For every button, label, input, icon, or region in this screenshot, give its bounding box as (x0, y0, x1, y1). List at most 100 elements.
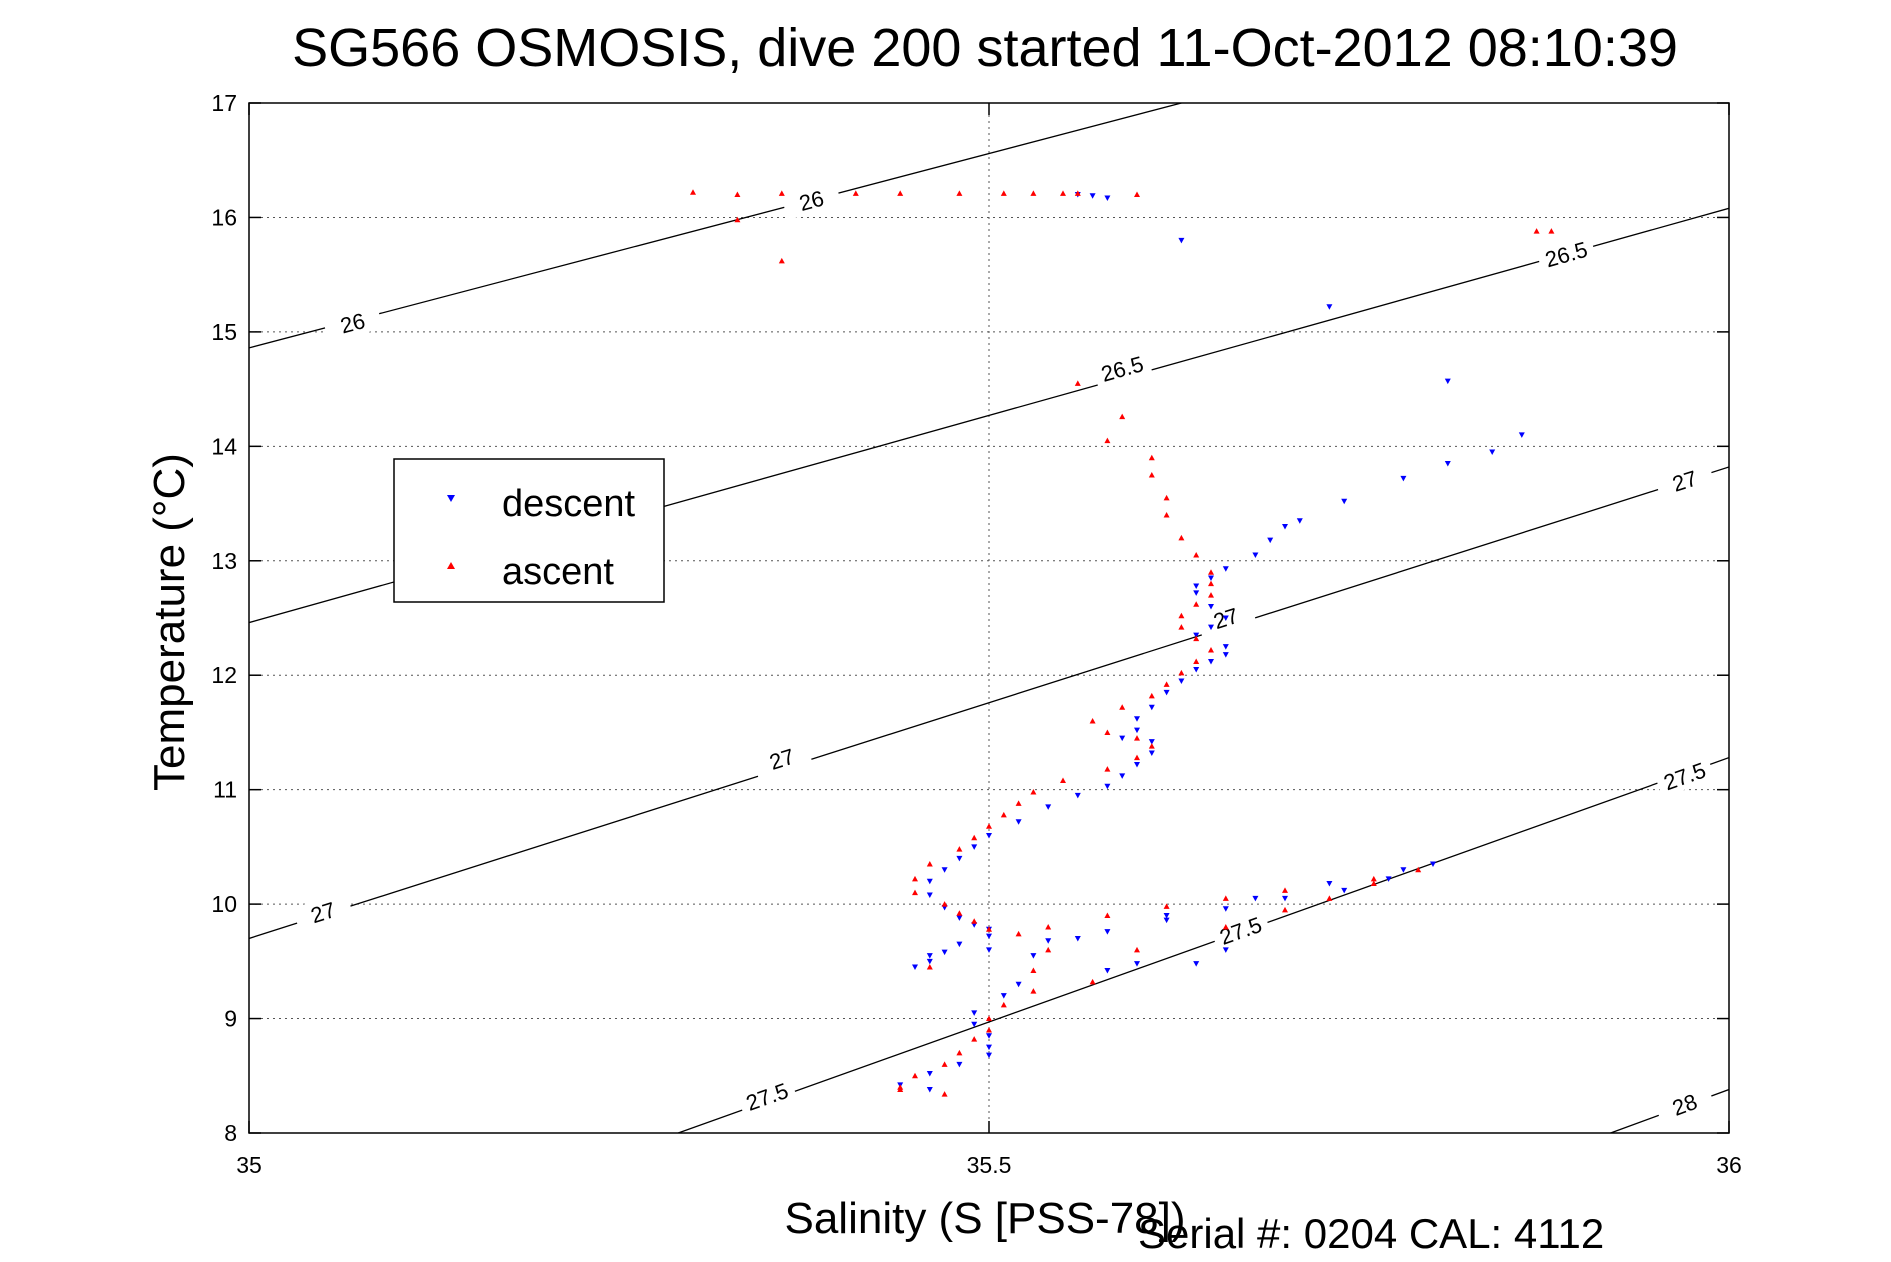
ascent-point (1000, 1001, 1007, 1008)
ascent-point (1208, 569, 1214, 575)
descent-point (1074, 792, 1081, 799)
descent-point (986, 933, 992, 940)
ascent-point (1282, 906, 1288, 913)
descent-series (897, 192, 1525, 1093)
ascent-point (1208, 580, 1214, 587)
descent-point (912, 964, 918, 971)
descent-point (926, 892, 933, 898)
ascent-point (1015, 800, 1022, 806)
ascent-point (1178, 534, 1185, 541)
density-contour-line (249, 103, 1182, 349)
descent-point (1222, 906, 1229, 912)
descent-point (1326, 304, 1333, 310)
ascent-point (852, 190, 859, 196)
descent-point (1385, 876, 1392, 882)
ascent-point (986, 823, 992, 829)
descent-point (1104, 783, 1111, 790)
ascent-point (1193, 658, 1200, 664)
descent-point (1134, 727, 1140, 734)
legend: descent ascent (393, 458, 665, 603)
descent-point (986, 1052, 992, 1059)
y-tick-label: 13 (211, 548, 237, 574)
ascent-point (912, 875, 918, 882)
descent-point (1444, 461, 1451, 467)
legend-descent-label: descent (502, 483, 636, 525)
descent-point (956, 855, 963, 862)
descent-point (1104, 195, 1111, 201)
x-axis-label: Salinity (S [PSS-78]) (784, 1194, 1185, 1243)
ascent-point (1163, 903, 1170, 909)
ascent-point (986, 926, 992, 932)
legend-descent-marker (447, 495, 455, 502)
ascent-point (1208, 647, 1214, 653)
ascent-point (1222, 895, 1229, 901)
ascent-point (1178, 612, 1185, 619)
ascent-point (1045, 946, 1052, 953)
ascent-point (1000, 811, 1007, 818)
descent-point (1134, 961, 1140, 967)
y-tick-label: 9 (224, 1006, 237, 1032)
descent-point (1222, 644, 1229, 650)
descent-point (1030, 953, 1037, 959)
ascent-point (1163, 681, 1170, 687)
density-contour-label-bg (292, 891, 354, 934)
ascent-point (1074, 190, 1081, 196)
ascent-point (956, 910, 963, 916)
descent-point (1015, 819, 1022, 825)
descent-point (1193, 632, 1200, 639)
descent-point (1400, 867, 1407, 873)
descent-point (1045, 938, 1052, 944)
descent-point (941, 949, 948, 956)
descent-point (1222, 947, 1229, 953)
ascent-point (1060, 777, 1066, 784)
descent-point (926, 958, 933, 965)
descent-point (986, 832, 992, 839)
x-tick-label: 35 (236, 1152, 262, 1178)
density-contour-label-bg (1209, 908, 1272, 953)
ascent-point (1326, 895, 1333, 901)
ascent-point (1104, 912, 1111, 919)
ascent-point (1134, 191, 1140, 198)
ascent-point (734, 191, 741, 198)
y-tick-label: 12 (211, 662, 237, 688)
ascent-point (986, 1027, 992, 1033)
ascent-point (1148, 692, 1155, 699)
y-tick-label: 16 (211, 204, 237, 230)
descent-point (926, 878, 933, 885)
ascent-point (926, 964, 933, 970)
ascent-point (1163, 512, 1170, 518)
ascent-point (1104, 766, 1111, 772)
chart-title: SG566 OSMOSIS, dive 200 started 11-Oct-2… (292, 18, 1678, 78)
descent-point (1208, 575, 1214, 581)
descent-point (986, 1033, 992, 1039)
descent-point (1208, 624, 1214, 631)
ascent-point (912, 1072, 918, 1079)
y-tick-label: 10 (211, 891, 237, 917)
ascent-point (1370, 875, 1377, 882)
descent-point (1208, 604, 1214, 610)
y-tick-label: 15 (211, 319, 237, 345)
descent-point (956, 941, 963, 948)
y-axis-label: Temperature (°C) (145, 453, 194, 791)
ascent-point (1030, 967, 1037, 973)
descent-point (1222, 652, 1229, 658)
descent-point (1430, 861, 1436, 868)
descent-point (986, 947, 992, 953)
descent-point (1193, 961, 1200, 967)
ascent-point (956, 190, 963, 196)
descent-point (1193, 590, 1200, 596)
descent-point (1400, 475, 1407, 482)
descent-point (986, 1044, 992, 1051)
descent-point (1489, 449, 1496, 456)
ascent-point (1015, 930, 1022, 937)
density-contour-label-bg (322, 303, 383, 343)
descent-point (971, 844, 978, 850)
descent-point (1296, 518, 1303, 524)
descent-point (1148, 750, 1155, 757)
density-contour-label-bg (1091, 348, 1153, 389)
density-contour-label-bg (1535, 234, 1597, 275)
descent-point (956, 1061, 963, 1068)
ascent-point (1030, 988, 1037, 994)
descent-point (1148, 739, 1155, 745)
